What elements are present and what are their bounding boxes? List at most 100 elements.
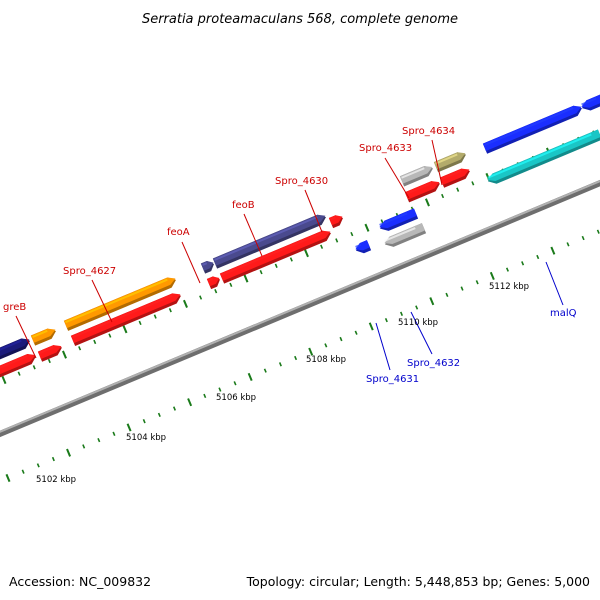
scale-tick bbox=[521, 261, 525, 266]
scale-tick bbox=[122, 325, 128, 334]
cds-feoA bbox=[206, 276, 220, 290]
scale-tick bbox=[126, 423, 132, 432]
scale-label-5106: 5106 kbp bbox=[216, 393, 256, 403]
gene-labels: greB Spro_4627 feoA feoB Spro_4630 Spro_… bbox=[3, 126, 577, 385]
genome-backbone bbox=[0, 179, 600, 438]
scale-tick bbox=[320, 244, 324, 249]
scale-tick bbox=[62, 350, 67, 359]
scale-tick bbox=[289, 257, 293, 262]
scale-tick bbox=[475, 280, 479, 285]
gene-Spro_4634 bbox=[433, 152, 466, 173]
scale-labels: 5102 kbp 5104 kbp 5106 kbp 5108 kbp 5110… bbox=[36, 282, 529, 485]
gene-feoA bbox=[200, 260, 214, 274]
scale-tick bbox=[303, 249, 309, 258]
scale-ticks bbox=[1, 130, 600, 483]
gene-label-feoB: feoB bbox=[232, 200, 255, 211]
gene-label-Spro_4632: Spro_4632 bbox=[407, 358, 460, 369]
scale-tick bbox=[97, 437, 101, 443]
gene-Spro_4631-b bbox=[379, 208, 419, 231]
scale-tick bbox=[335, 238, 339, 243]
scale-tick bbox=[233, 381, 237, 386]
cds-feoB bbox=[219, 230, 331, 284]
gene-label-Spro_4634: Spro_4634 bbox=[402, 126, 455, 137]
scale-tick bbox=[566, 242, 570, 247]
scale-tick bbox=[247, 372, 253, 382]
scale-tick bbox=[489, 271, 495, 280]
scale-tick bbox=[153, 314, 157, 319]
scale-tick bbox=[199, 295, 203, 300]
scale-tick bbox=[112, 431, 116, 436]
gene-label-Spro_4627: Spro_4627 bbox=[63, 266, 116, 277]
leader-line bbox=[545, 261, 564, 306]
scale-tick bbox=[78, 346, 82, 351]
scale-tick bbox=[183, 299, 188, 308]
cds-Spro_4627 bbox=[70, 293, 181, 346]
scale-tick bbox=[138, 320, 142, 326]
scale-label-5110: 5110 kbp bbox=[398, 318, 438, 328]
gene-small-orange bbox=[30, 328, 57, 346]
scale-tick bbox=[596, 229, 600, 234]
scale-tick bbox=[364, 223, 370, 232]
scale-tick bbox=[415, 305, 419, 310]
scale-tick bbox=[32, 365, 36, 370]
accession-text: Accession: NC_009832 bbox=[9, 574, 151, 589]
scale-label-5112: 5112 kbp bbox=[489, 282, 529, 292]
scale-tick bbox=[324, 343, 328, 348]
scale-label-5108: 5108 kbp bbox=[306, 355, 346, 365]
scale-tick bbox=[424, 198, 430, 207]
scale-tick bbox=[172, 406, 176, 411]
scale-tick bbox=[229, 282, 233, 287]
scale-tick bbox=[82, 444, 86, 449]
gene-label-malQ: malQ bbox=[550, 308, 577, 319]
leader-line bbox=[384, 157, 410, 199]
label-leaders bbox=[15, 139, 564, 371]
gene-right-blue-2 bbox=[581, 93, 600, 111]
scale-tick bbox=[505, 267, 509, 272]
leader-line bbox=[431, 139, 443, 186]
scale-tick bbox=[445, 292, 449, 298]
scale-tick bbox=[21, 469, 25, 474]
gene-Spro_4633 bbox=[399, 166, 434, 187]
scale-tick bbox=[203, 393, 207, 399]
scale-tick bbox=[354, 330, 358, 335]
leader-line bbox=[375, 322, 391, 371]
scale-tick bbox=[350, 231, 354, 237]
gene-label-Spro_4630: Spro_4630 bbox=[275, 176, 328, 187]
scale-label-5104: 5104 kbp bbox=[126, 433, 166, 443]
scale-tick bbox=[218, 387, 222, 392]
scale-tick bbox=[400, 311, 404, 316]
leader-line bbox=[181, 241, 201, 284]
map-title: Serratia proteamaculans 568, complete ge… bbox=[142, 12, 458, 27]
gene-malQ bbox=[487, 129, 600, 184]
leader-line bbox=[15, 315, 37, 359]
scale-tick bbox=[278, 362, 282, 367]
gene-right-blue bbox=[482, 105, 582, 154]
scale-tick bbox=[214, 289, 218, 294]
gene-Spro_4631 bbox=[355, 240, 372, 254]
scale-tick bbox=[384, 317, 388, 323]
gene-features bbox=[0, 93, 600, 379]
scale-tick bbox=[142, 419, 146, 424]
scale-tick bbox=[51, 456, 55, 462]
scale-tick bbox=[471, 181, 475, 186]
leader-line bbox=[91, 279, 113, 323]
gene-label-Spro_4633: Spro_4633 bbox=[359, 143, 412, 154]
scale-tick bbox=[536, 254, 540, 260]
scale-tick bbox=[581, 235, 585, 241]
gene-Spro_4632 bbox=[384, 223, 427, 247]
scale-tick bbox=[339, 336, 343, 342]
scale-tick bbox=[36, 463, 40, 468]
scale-tick bbox=[294, 355, 298, 361]
scale-tick bbox=[308, 347, 314, 356]
scale-tick bbox=[5, 473, 11, 483]
cds-small bbox=[37, 345, 62, 362]
cds-Spro_4633 bbox=[404, 181, 440, 203]
cds-Spro_4634 bbox=[439, 168, 470, 188]
scale-tick bbox=[108, 333, 112, 338]
cds-Spro_4630 bbox=[328, 215, 344, 229]
scale-tick bbox=[550, 246, 556, 255]
scale-tick bbox=[187, 398, 193, 407]
scale-tick bbox=[460, 286, 464, 291]
scale-tick bbox=[47, 358, 51, 364]
